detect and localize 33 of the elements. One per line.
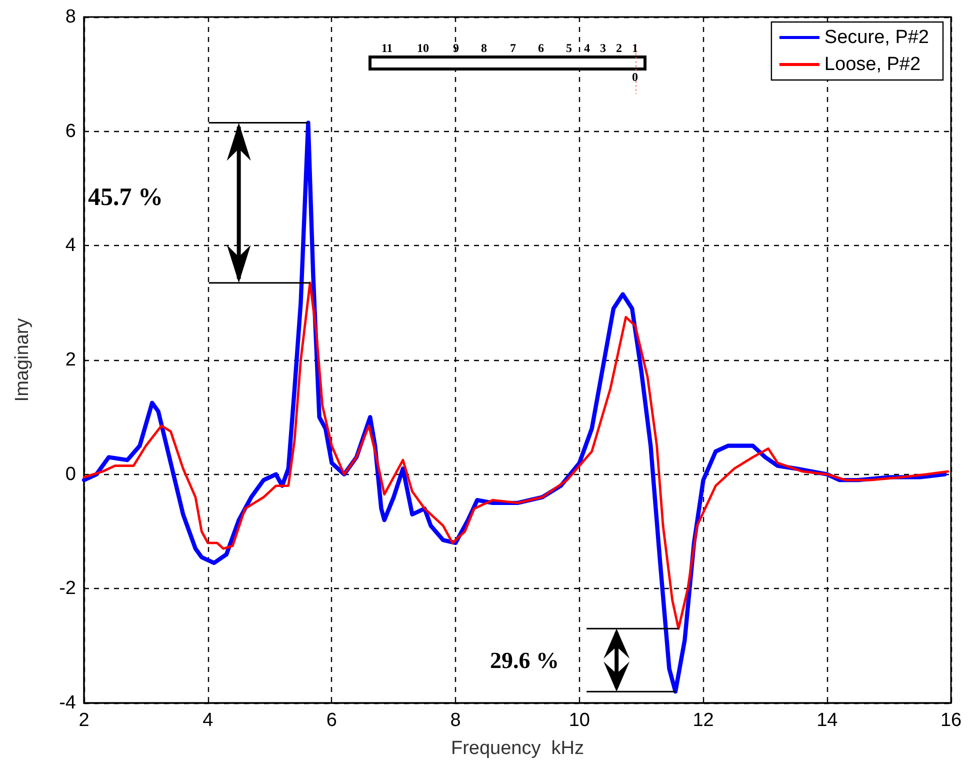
- x-tick-label: 10: [568, 710, 590, 731]
- annotation: 1: [632, 41, 638, 55]
- y-axis-title: Imaginary: [12, 318, 33, 402]
- y-tick-label: 6: [65, 120, 76, 142]
- annotation: 6: [538, 41, 544, 55]
- annotation: 45.7 %: [88, 184, 163, 211]
- x-tick-label: 8: [450, 710, 461, 731]
- legend-label: Loose, P#2: [824, 54, 921, 75]
- x-tick-label: 2: [78, 710, 90, 731]
- y-tick-label: 2: [65, 350, 76, 370]
- annotation: 11: [381, 41, 393, 55]
- annotation: 2: [616, 41, 622, 55]
- annotation: 3: [600, 41, 606, 55]
- annotation: 0: [632, 70, 638, 84]
- x-tick-label: 16: [940, 710, 962, 731]
- annotation: 29.6 %: [490, 648, 559, 674]
- legend-label: Secure, P#2: [824, 27, 930, 48]
- y-tick-label: 0: [65, 464, 76, 485]
- annotation: 8: [481, 41, 487, 55]
- y-tick-label: 8: [65, 6, 76, 28]
- y-tick-label: -4: [59, 692, 76, 714]
- x-tick-label: 12: [692, 710, 714, 731]
- line-series: [82, 282, 950, 630]
- annotation: 5: [566, 41, 572, 55]
- x-tick-label: 6: [326, 710, 338, 731]
- x-tick-label: 14: [816, 710, 838, 731]
- annotation: 10: [417, 41, 429, 55]
- x-axis-title: Frequency kHz: [450, 738, 584, 759]
- annotation: 4: [584, 41, 590, 55]
- y-tick-label: -2: [59, 578, 76, 600]
- annotation: 7: [510, 41, 516, 55]
- x-tick-label: 4: [202, 710, 214, 731]
- y-tick-label: 4: [65, 235, 76, 256]
